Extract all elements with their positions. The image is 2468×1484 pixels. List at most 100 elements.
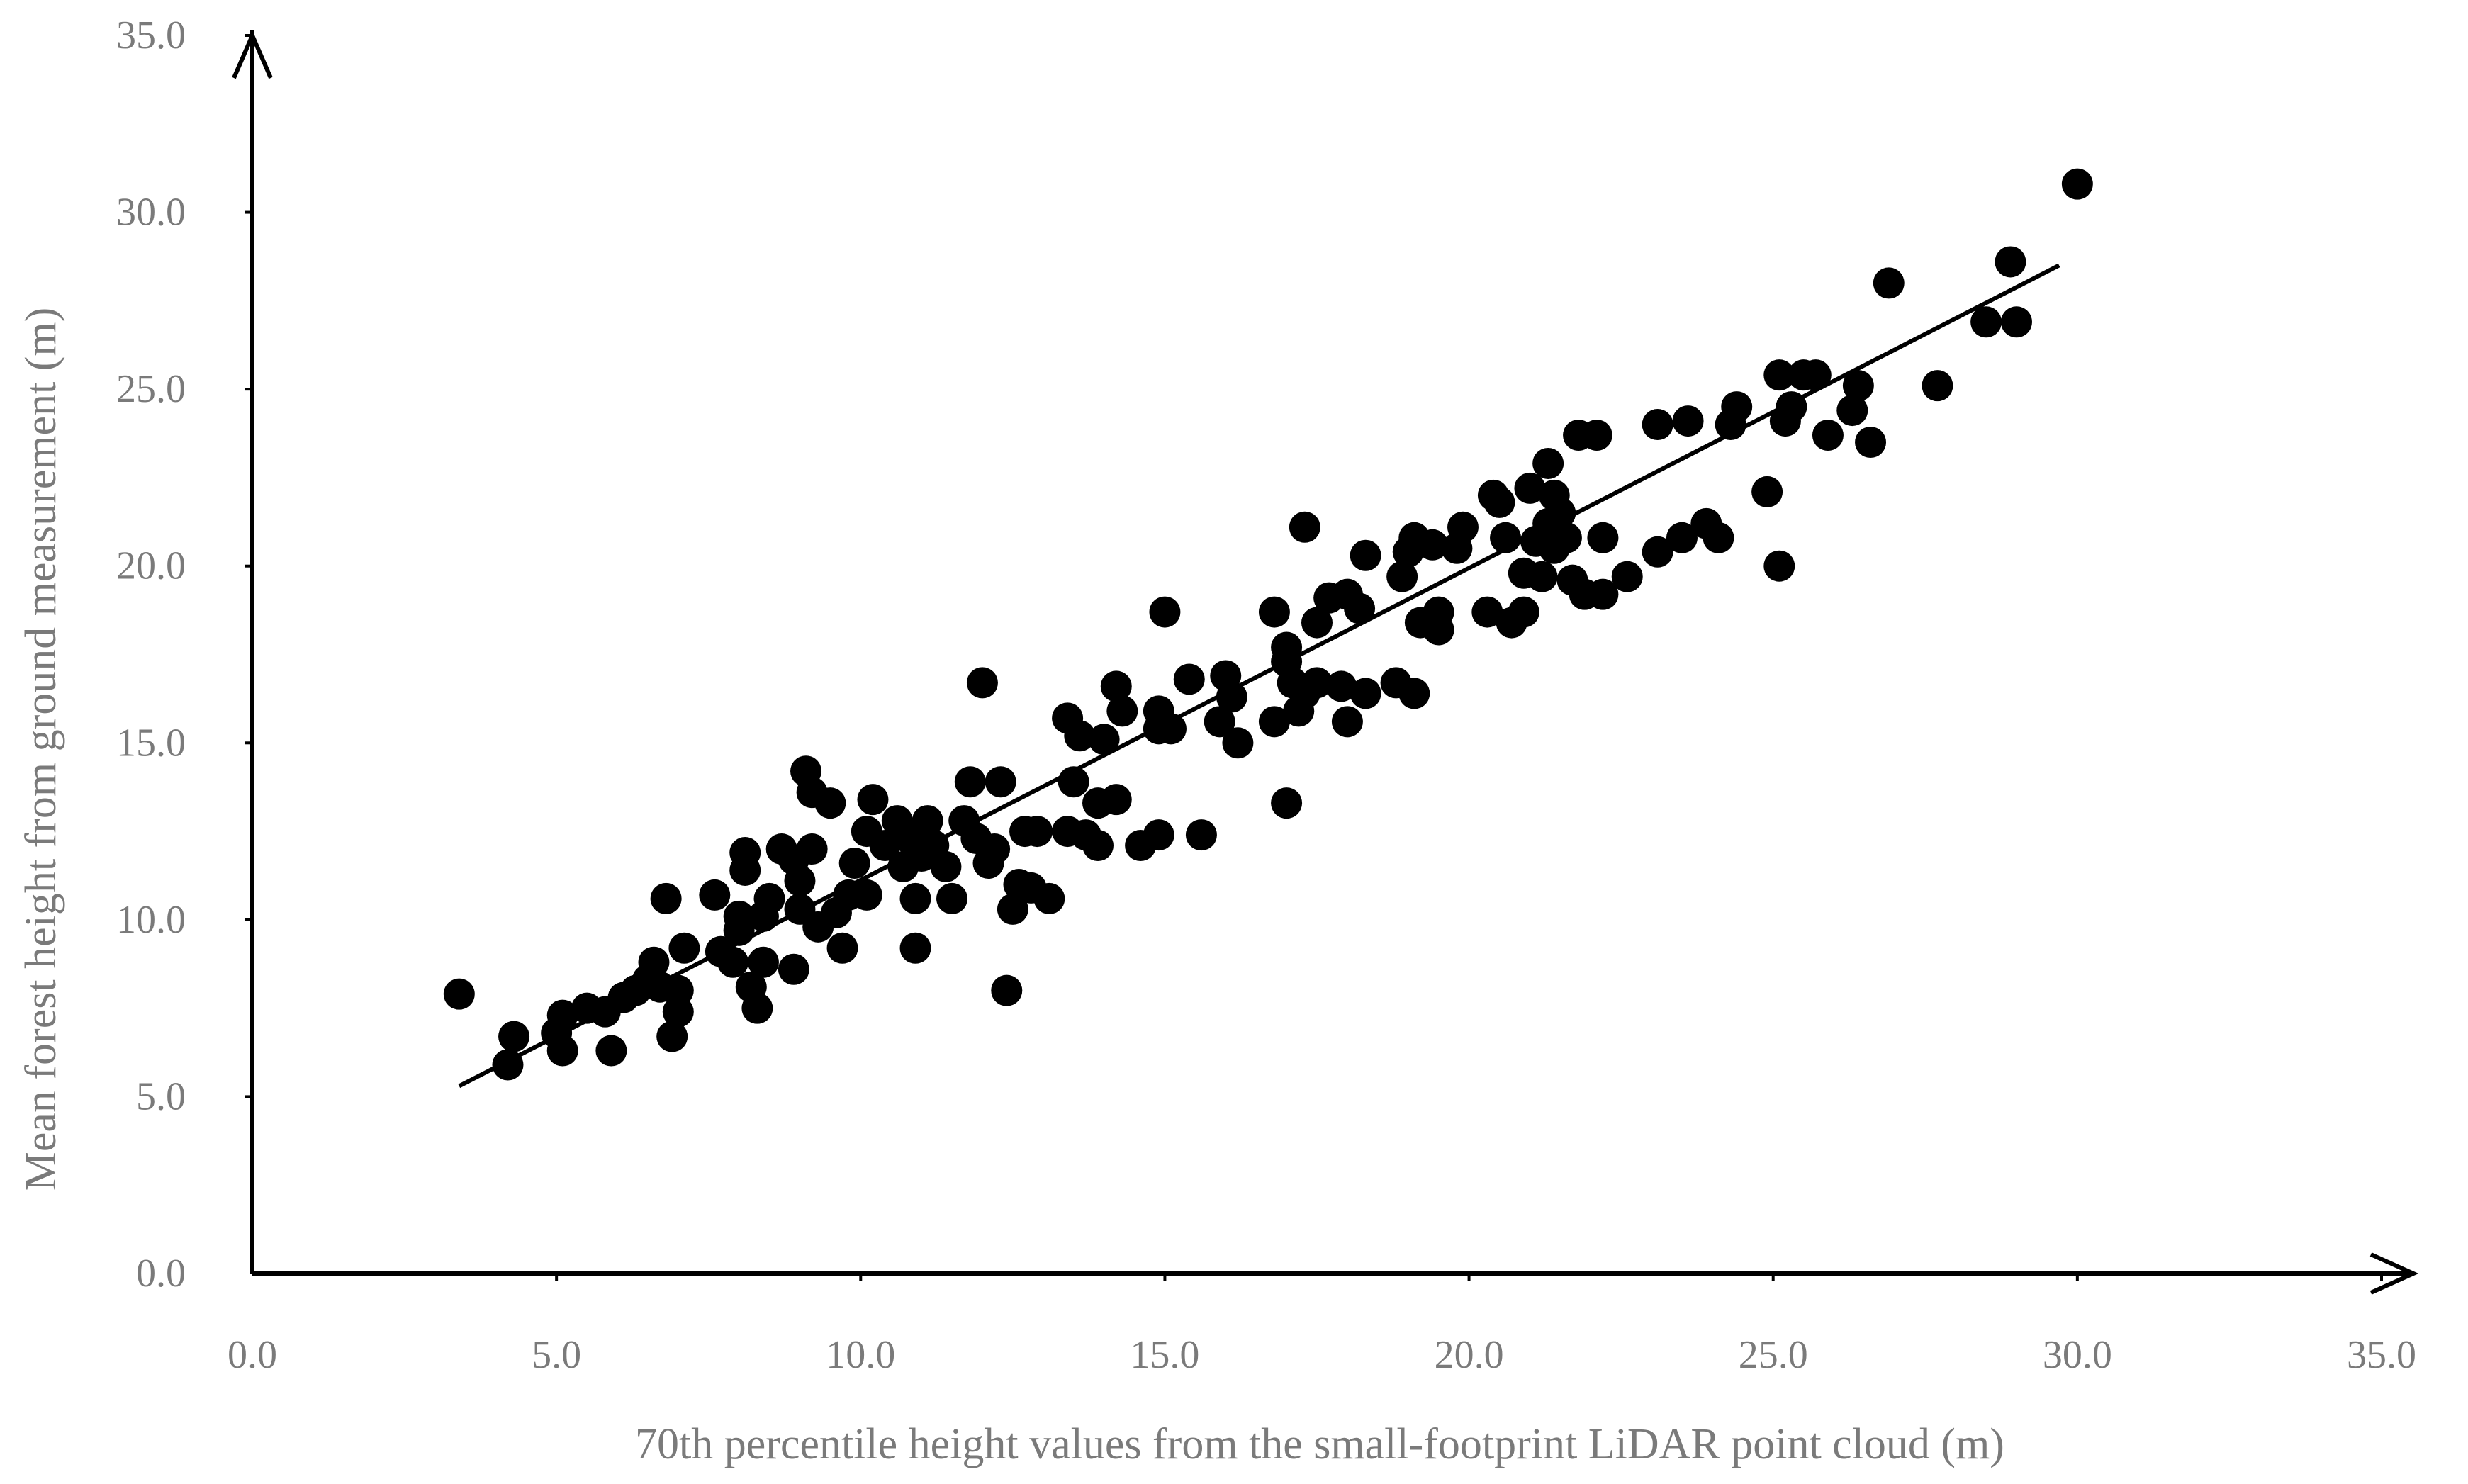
data-point <box>1350 678 1381 709</box>
data-point <box>729 837 761 869</box>
data-point <box>656 1021 688 1052</box>
data-point <box>1082 830 1114 862</box>
data-point <box>1587 522 1619 553</box>
data-point <box>1301 607 1333 639</box>
data-point <box>443 978 475 1010</box>
data-point <box>1088 724 1120 755</box>
y-axis-title: Mean forest height from ground measureme… <box>17 308 65 1191</box>
data-point <box>1398 678 1430 709</box>
data-point <box>1532 447 1564 479</box>
data-point <box>1587 578 1619 610</box>
data-point <box>1721 391 1753 423</box>
y-tick-label: 10.0 <box>116 898 186 942</box>
data-point <box>546 999 578 1031</box>
data-point <box>1289 511 1320 543</box>
points-layer <box>443 168 2093 1081</box>
data-point <box>985 766 1016 798</box>
data-point <box>699 879 731 911</box>
data-point <box>936 882 968 914</box>
data-point <box>1216 681 1247 713</box>
x-tick-label: 20.0 <box>1435 1333 1504 1377</box>
y-tick-label: 30.0 <box>116 191 186 235</box>
data-point <box>1331 706 1363 738</box>
data-point <box>638 946 670 978</box>
data-point <box>753 882 785 914</box>
data-point <box>1447 511 1479 543</box>
x-tick-label: 10.0 <box>826 1333 895 1377</box>
data-point <box>1423 614 1454 646</box>
x-tick-label: 35.0 <box>2347 1333 2416 1377</box>
data-point <box>899 882 931 914</box>
data-point <box>1100 784 1132 816</box>
data-point <box>1064 720 1096 752</box>
data-point <box>717 946 749 978</box>
data-point <box>1642 409 1673 441</box>
data-point <box>899 932 931 964</box>
data-point <box>650 882 682 914</box>
data-point <box>1271 631 1303 663</box>
data-point <box>1514 472 1546 504</box>
data-point <box>851 879 882 911</box>
data-point <box>2061 168 2093 200</box>
y-tick-label: 0.0 <box>136 1252 186 1295</box>
data-point <box>1021 816 1053 848</box>
data-point <box>1550 522 1582 553</box>
data-point <box>1301 667 1333 699</box>
data-point <box>1763 550 1795 582</box>
y-tick-label: 25.0 <box>116 367 186 411</box>
data-point <box>991 974 1023 1006</box>
x-tick-label: 30.0 <box>2043 1333 2112 1377</box>
data-point <box>1204 706 1235 738</box>
y-tick-label: 20.0 <box>116 544 186 588</box>
data-point <box>1508 596 1539 628</box>
data-point <box>857 784 889 816</box>
data-point <box>668 932 700 964</box>
data-point <box>1611 561 1643 592</box>
data-point <box>826 932 858 964</box>
data-point <box>1581 420 1612 451</box>
data-point <box>1106 695 1138 727</box>
data-point <box>912 805 943 837</box>
data-point <box>1185 819 1217 851</box>
data-point <box>1995 246 2026 278</box>
data-point <box>979 833 1011 865</box>
data-point <box>1325 670 1357 702</box>
data-point <box>662 974 694 1006</box>
x-tick-label: 5.0 <box>532 1333 581 1377</box>
data-point <box>1922 370 1953 402</box>
data-point <box>1526 561 1558 592</box>
data-point <box>492 1049 524 1081</box>
data-point <box>1258 706 1290 738</box>
data-point <box>1666 522 1698 553</box>
data-point <box>1471 596 1503 628</box>
x-axis-arrow <box>2369 1252 2419 1295</box>
data-point <box>723 900 755 932</box>
data-point <box>1417 529 1449 561</box>
data-point <box>1058 766 1089 798</box>
data-point <box>838 847 870 879</box>
x-tick-label: 25.0 <box>1739 1333 1808 1377</box>
data-point <box>1271 787 1303 819</box>
data-point <box>1842 370 1874 402</box>
data-point <box>741 992 773 1024</box>
data-point <box>1173 663 1205 695</box>
data-point <box>778 953 809 985</box>
data-point <box>796 833 828 865</box>
data-point <box>1970 306 2002 338</box>
data-point <box>1222 727 1254 759</box>
data-point <box>784 865 816 896</box>
data-point <box>1350 539 1381 571</box>
data-point <box>1751 476 1783 507</box>
data-point <box>1873 267 1905 299</box>
data-point <box>997 893 1028 925</box>
data-point <box>1344 592 1376 624</box>
data-point <box>966 667 998 699</box>
x-tick-label: 15.0 <box>1130 1333 1199 1377</box>
data-point <box>2001 306 2033 338</box>
data-point <box>1836 395 1868 427</box>
data-point <box>1100 670 1132 702</box>
data-point <box>1143 819 1174 851</box>
data-point <box>1033 882 1065 914</box>
data-point <box>546 1035 578 1067</box>
